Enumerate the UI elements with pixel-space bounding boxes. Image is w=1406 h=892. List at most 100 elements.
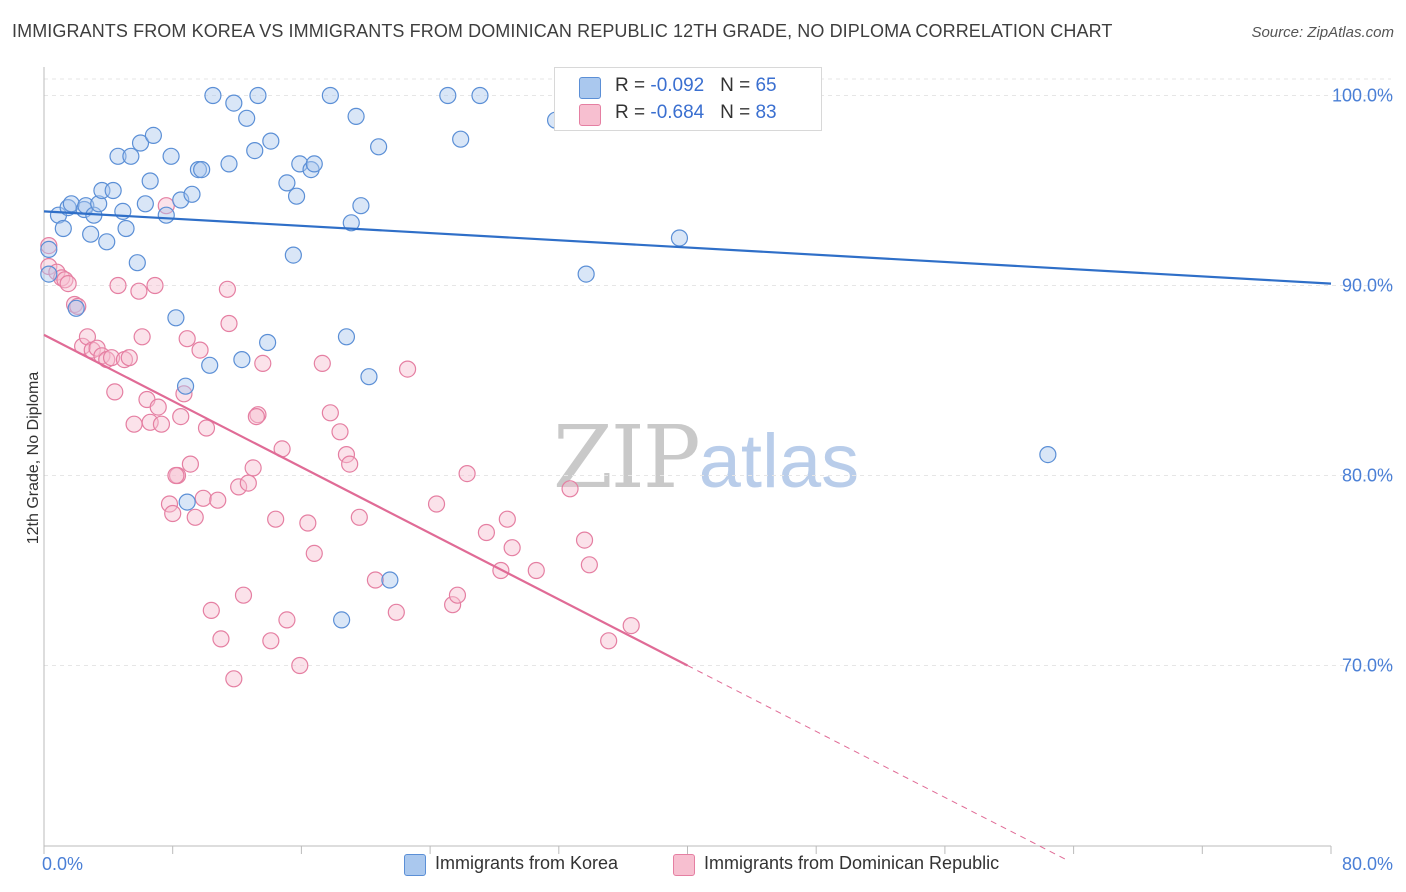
korea-point xyxy=(136,195,154,213)
dominican-point xyxy=(580,556,598,574)
dominican-point xyxy=(191,341,209,359)
series-label-dominican: Immigrants from Dominican Republic xyxy=(704,853,1000,873)
korea-point xyxy=(122,147,140,165)
korea-point xyxy=(131,134,150,152)
dominican-trend-line xyxy=(43,333,689,667)
korea-point xyxy=(259,333,277,352)
series-legend: Immigrants from Korea Immigrants from Do… xyxy=(0,852,1406,878)
korea-point xyxy=(452,130,470,148)
korea-point xyxy=(262,132,280,150)
korea-point xyxy=(287,187,306,205)
dominican-point xyxy=(291,656,309,675)
korea-point xyxy=(40,240,58,258)
dominican-point xyxy=(527,561,545,580)
y-tick-label: 100.0% xyxy=(1332,86,1393,106)
tick-labels: 100.0% 90.0% 80.0% 70.0% 0.0% 80.0% xyxy=(42,86,1393,875)
korea-point xyxy=(67,299,85,317)
dominican-point xyxy=(448,586,467,604)
korea-point xyxy=(238,109,256,127)
x-tick-label: 0.0% xyxy=(42,854,83,874)
legend-swatch-korea xyxy=(579,77,601,99)
dominican-point xyxy=(164,504,182,523)
dominican-point xyxy=(218,280,236,298)
korea-point xyxy=(249,86,267,105)
korea-point xyxy=(352,197,370,215)
dominican-point xyxy=(498,510,516,528)
dominican-point xyxy=(230,478,248,496)
dominican-point xyxy=(202,601,220,620)
korea-point xyxy=(54,219,72,238)
dominican-point xyxy=(247,408,265,426)
dominican-point xyxy=(197,419,216,437)
trend-lines xyxy=(43,210,1332,860)
dominican-point xyxy=(212,630,230,648)
dominican-point xyxy=(133,328,151,346)
dominican-point xyxy=(267,510,285,528)
legend-korea-r-label: R = xyxy=(615,75,651,96)
dominican-point xyxy=(125,415,143,433)
dominican-point xyxy=(561,480,579,498)
legend-dominican-r-value: -0.684 xyxy=(650,102,705,123)
chart-title: IMMIGRANTS FROM KOREA VS IMMIGRANTS FROM… xyxy=(12,21,1113,41)
korea-point xyxy=(670,229,689,247)
korea-point xyxy=(82,225,100,243)
korea-trend-line xyxy=(43,210,1332,285)
dominican-point xyxy=(225,670,243,688)
legend-swatch-dominican xyxy=(579,104,601,126)
dominican-point xyxy=(503,539,521,557)
korea-point xyxy=(117,219,135,238)
korea-point xyxy=(176,377,195,395)
series-swatch-dominican xyxy=(673,854,695,876)
legend-dominican-n-label: N = xyxy=(720,102,756,123)
axes xyxy=(43,67,1332,854)
legend-korea-r-value: -0.092 xyxy=(650,75,705,96)
korea-point xyxy=(284,246,302,264)
dominican-point xyxy=(160,495,179,513)
series-swatch-korea xyxy=(404,854,426,876)
legend-dominican-n-value: 83 xyxy=(755,102,777,123)
korea-point xyxy=(90,195,108,213)
korea-point xyxy=(233,351,251,369)
dominican-point xyxy=(167,466,185,485)
korea-point xyxy=(220,155,238,173)
dominican-point xyxy=(59,275,77,293)
korea-point xyxy=(225,94,243,112)
chart-source: Source: ZipAtlas.com xyxy=(1251,24,1394,41)
dominican-point xyxy=(321,404,339,422)
korea-point xyxy=(577,265,595,283)
dominican-point xyxy=(387,603,405,621)
dominican-point xyxy=(109,276,127,295)
watermark-atlas: atlas xyxy=(698,419,860,504)
korea-point xyxy=(337,328,356,346)
x-tick-label: 80.0% xyxy=(1342,854,1393,874)
dominican-point xyxy=(209,491,227,509)
dominican-point xyxy=(186,508,204,526)
korea-point xyxy=(98,233,116,251)
dominican-point xyxy=(313,354,331,372)
dominican-point xyxy=(254,354,272,372)
series-label-korea: Immigrants from Korea xyxy=(435,853,619,873)
dominican-point xyxy=(444,596,462,614)
dominican-point xyxy=(398,360,417,378)
dominican-point xyxy=(600,632,618,650)
y-axis-title: 12th Grade, No Diploma xyxy=(25,372,42,545)
korea-point xyxy=(321,86,339,105)
dominican-point xyxy=(194,489,212,507)
dominican-point xyxy=(278,611,296,629)
dominican-point xyxy=(152,415,171,433)
dominican-point xyxy=(337,446,356,464)
y-tick-label: 70.0% xyxy=(1342,656,1393,676)
korea-point xyxy=(347,107,365,126)
dominican-point xyxy=(149,398,167,416)
korea-point xyxy=(278,174,296,192)
legend-dominican-r-label: R = xyxy=(615,102,651,123)
dominican-point xyxy=(477,523,496,542)
korea-point xyxy=(204,86,222,105)
dominican-point xyxy=(172,408,190,426)
korea-point xyxy=(193,161,211,179)
korea-point xyxy=(342,214,360,232)
y-tick-label: 90.0% xyxy=(1342,276,1393,296)
dominican-point xyxy=(244,459,262,477)
korea-point xyxy=(305,155,323,173)
